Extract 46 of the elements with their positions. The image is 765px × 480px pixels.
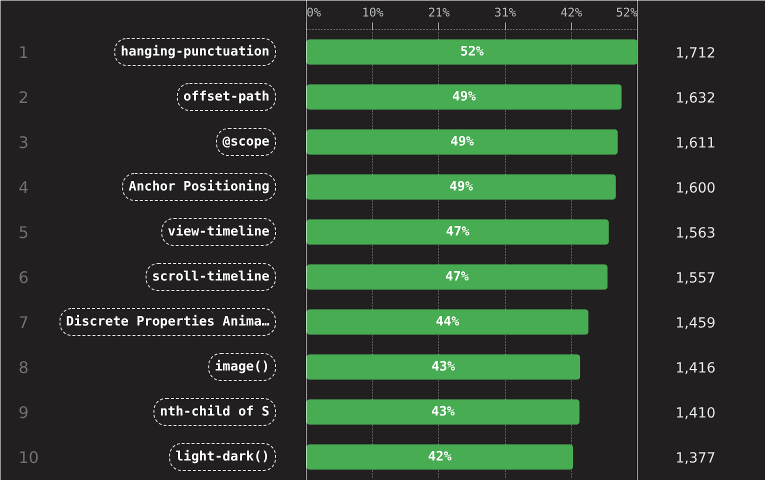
x-tick-label: 21% bbox=[428, 6, 451, 20]
data-label: 49% bbox=[449, 180, 474, 194]
text: 8 bbox=[18, 358, 29, 377]
text: 1,712 bbox=[676, 46, 716, 62]
text: 10 bbox=[18, 448, 39, 467]
text: 4 bbox=[18, 178, 29, 197]
text: 7 bbox=[18, 313, 29, 332]
y-tick-label: image() bbox=[214, 360, 270, 374]
data-label: 47% bbox=[446, 224, 470, 240]
text: 5 bbox=[18, 223, 29, 242]
data-label: 43% bbox=[431, 404, 455, 420]
y-tick-label: view-timeline bbox=[168, 224, 270, 240]
x-tick-label: 52% bbox=[616, 6, 638, 20]
text: 1,611 bbox=[676, 136, 716, 152]
text: 1,416 bbox=[676, 360, 716, 376]
text: 3 bbox=[18, 133, 29, 152]
data-label: 47% bbox=[445, 270, 469, 284]
text: 1,557 bbox=[676, 270, 716, 286]
text: 6 bbox=[18, 268, 29, 287]
text: 1,632 bbox=[676, 90, 716, 106]
data-label: 49% bbox=[452, 90, 476, 104]
data-label: 42% bbox=[428, 450, 452, 464]
y-tick-label: Anchor Positioning bbox=[128, 180, 270, 194]
data-label: 49% bbox=[450, 134, 474, 150]
y-tick-label: nth-child of S bbox=[160, 404, 270, 420]
data-label: 43% bbox=[432, 360, 456, 374]
text: 1,377 bbox=[676, 450, 716, 466]
y-tick-label: @scope bbox=[222, 134, 270, 150]
x-tick-label: 31% bbox=[494, 6, 517, 20]
y-tick-label: offset-path bbox=[183, 90, 270, 104]
y-tick-label: light-dark() bbox=[176, 450, 270, 464]
x-tick-label: 0% bbox=[306, 6, 322, 20]
text: 1 bbox=[18, 43, 29, 62]
y-tick-label: scroll-timeline bbox=[152, 270, 270, 284]
data-label: 52% bbox=[460, 44, 484, 60]
x-tick-label: 42% bbox=[560, 6, 583, 20]
x-tick-label: 10% bbox=[362, 6, 384, 20]
text: 1,459 bbox=[676, 316, 716, 332]
text: 1,563 bbox=[676, 226, 716, 242]
text: 1,600 bbox=[676, 180, 716, 196]
text: 9 bbox=[18, 403, 29, 422]
text: 2 bbox=[18, 88, 29, 107]
data-label: 44% bbox=[436, 314, 460, 330]
text: 1,410 bbox=[676, 406, 716, 422]
y-tick-label: Discrete Properties Anima… bbox=[66, 314, 270, 330]
y-tick-label: hanging-punctuation bbox=[120, 44, 270, 60]
